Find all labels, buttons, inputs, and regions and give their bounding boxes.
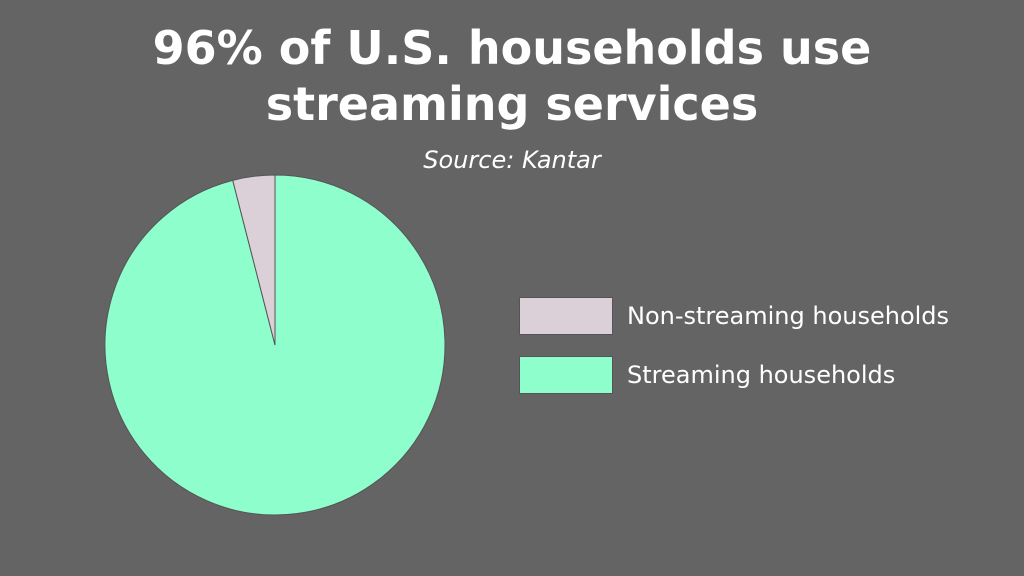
legend-item-streaming: Streaming households — [519, 356, 895, 394]
legend-label: Non-streaming households — [627, 302, 950, 330]
pie-slice-non-streaming-households — [232, 174, 276, 346]
pie-slice-streaming-households — [104, 174, 446, 516]
legend-label: Streaming households — [627, 361, 896, 389]
chart-subtitle: Source: Kantar — [423, 146, 601, 174]
legend-item-non-streaming: Non-streaming households — [519, 297, 949, 335]
legend-swatch — [519, 297, 613, 335]
chart-title: 96% of U.S. households use streaming serv… — [152, 21, 872, 131]
legend-swatch — [519, 356, 613, 394]
